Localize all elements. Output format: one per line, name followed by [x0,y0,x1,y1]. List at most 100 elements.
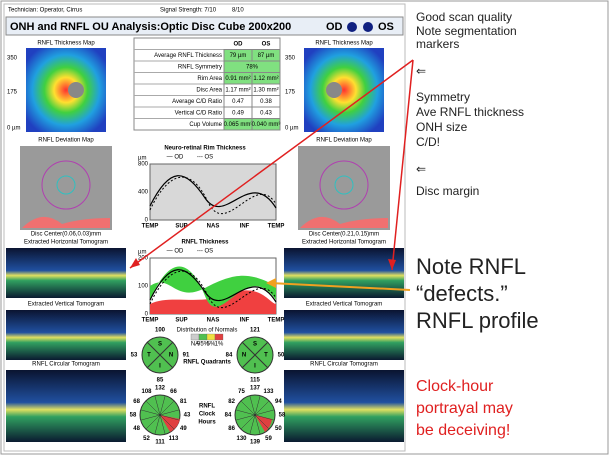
col-head: OS [262,41,271,47]
clock-value: 81 [180,399,187,405]
scale-label: 0 µm [7,126,20,132]
cell-value: 79 µm [230,53,247,59]
clock-value: 59 [265,436,272,442]
od-dot [347,22,357,32]
note: be deceiving! [416,422,510,439]
row-label: Cup Volume [189,122,222,128]
table: ODOSAverage RNFL Thickness79 µm87 µmRNFL… [134,38,280,130]
tomogram [284,370,404,442]
x-label: TEMP [268,224,285,230]
quad-value: 85 [157,378,164,384]
quad-value: 91 [183,353,190,359]
row-label: Vertical C/D Ratio [175,110,223,116]
y-tick: 100 [138,284,149,290]
legend-swatch [199,334,207,340]
clock-value: 58 [279,413,286,419]
tomo-title: RNFL Circular Tomogram [32,362,100,368]
clock-value: 113 [169,436,179,442]
clock-value: 86 [228,426,235,432]
note: ⇐ [416,162,426,176]
thickness-map [26,48,106,132]
quad-value: 121 [250,328,261,334]
clock-value: 133 [263,389,274,395]
scale-label: 350 [7,56,18,62]
tomogram [6,248,126,298]
quad-letter: N [169,353,173,359]
map-title: RNFL Thickness Map [315,41,373,47]
legend: --- OS [197,155,213,161]
cell-value: 0.065 mm³ [224,122,253,128]
x-label: NAS [207,318,220,324]
clock-label: RNFL [199,404,215,410]
x-label: SUP [175,318,187,324]
quad-label: RNFL Quadrants [183,360,231,366]
clock-value: 108 [141,389,152,395]
clock-value: 68 [133,399,140,405]
tomo-title: Extracted Vertical Tomogram [28,302,105,308]
clock-value: 49 [180,426,187,432]
scale-label: 350 [285,56,296,62]
quad-value: 53 [131,353,138,359]
x-label: INF [240,318,250,324]
deviation-map [20,146,112,230]
row-label: Average RNFL Thickness [154,53,222,59]
cell-value: 0.49 [232,110,244,116]
clock-value: 43 [184,413,191,419]
clock-value: 139 [250,440,261,446]
legend-swatch [191,334,199,340]
note: Note segmentation [416,24,517,38]
dev-title: RNFL Deviation Map [38,138,94,144]
x-label: TEMP [142,318,159,324]
tomogram [284,310,404,360]
tomo-title: Extracted Horizontal Tomogram [302,240,386,246]
tomo-title: RNFL Circular Tomogram [310,362,378,368]
cell-value: 0.47 [232,99,244,105]
quad-letter: N [242,353,246,359]
page: {"header":{"technician":"Technician: Ope… [0,0,609,455]
quad-letter: S [158,342,162,348]
report-title: ONH and RNFL OU Analysis:Optic Disc Cube… [10,21,291,33]
quad-value: 84 [226,353,233,359]
legend: — OD [167,155,184,161]
cell-value: 78% [246,64,259,70]
row-label: Rim Area [197,76,222,82]
note: Symmetry [416,90,470,104]
cell-value: 0.43 [260,110,272,116]
cell-value: 0.040 mm³ [252,122,281,128]
row-label: Disc Area [196,87,222,93]
note: ONH size [416,120,468,134]
clock-value: 58 [130,413,137,419]
cell-value: 1.30 mm² [253,87,278,93]
tomogram [6,370,126,442]
cell-value: 1.12 mm² [253,76,278,82]
clock-value: 111 [155,440,165,446]
clock-value: 75 [238,389,245,395]
od-label: OD [326,21,343,33]
x-label: INF [240,224,250,230]
legend-swatch [215,334,223,340]
clock-label: Clock [199,412,216,418]
chart-title: Neuro-retinal Rim Thickness [164,146,246,152]
clock-value: 82 [228,399,235,405]
quad-letter: S [253,342,257,348]
x-label: TEMP [268,318,285,324]
legend: --- OS [197,249,213,255]
os-dot [363,22,373,32]
cell-value: 1.17 mm² [225,87,250,93]
signal: Signal Strength: 7/10 [160,8,217,14]
clock-value: 94 [275,399,282,405]
y-tick: 800 [138,162,149,168]
slide: Technician: Operator, Cirrus Signal Stre… [0,0,609,455]
clock-value: 130 [236,436,247,442]
clock-value: 50 [275,426,282,432]
legend-label: 1% [215,342,224,348]
clock-value: 132 [155,386,166,392]
note: RNFL profile [416,308,539,333]
disc [68,82,84,98]
clock-label: Hours [198,420,216,426]
scale-label: 175 [7,90,18,96]
legend: — OD [167,249,184,255]
cell-value: 0.91 mm² [225,76,250,82]
tomo-title: Extracted Vertical Tomogram [306,302,383,308]
clock-value: 52 [143,436,150,442]
